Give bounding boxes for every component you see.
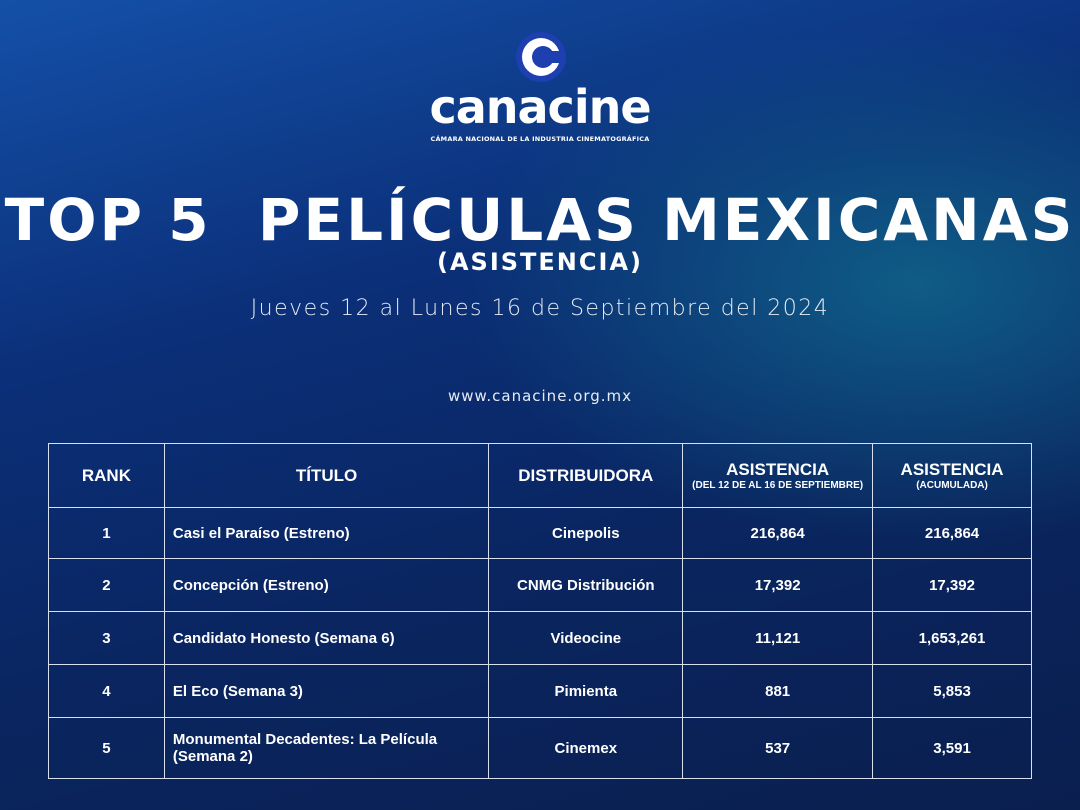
- header-label: TÍTULO: [295, 465, 358, 485]
- column-header: ASISTENCIA (ACUMULADA): [872, 443, 1032, 508]
- table-row: 1 Casi el Paraíso (Estreno) Cinepolis 216,8…: [48, 507, 1032, 559]
- cell: Monumental Decadentes: La Película (Sema…: [163, 717, 490, 779]
- cell: 4: [48, 664, 165, 718]
- cell: 1,653,261: [872, 611, 1032, 665]
- cell: 5,853: [872, 664, 1032, 718]
- table-row: 3 Candidato Honesto (Semana 6) Videocine 11…: [48, 611, 1032, 665]
- logo-text: canacine: [429, 80, 651, 134]
- cell: El Eco (Semana 3): [163, 664, 490, 718]
- cell: 3,591: [872, 717, 1032, 779]
- date: Jueves 12 al Lunes 16 de Septiembre del …: [250, 296, 830, 321]
- cell: 216,864: [872, 507, 1032, 559]
- logo-icon: [516, 32, 566, 82]
- ranking-table: RANK TÍTULO DISTRIBUIDORA ASISTENCIA (DEL 12…: [48, 443, 1032, 779]
- cell: 537: [682, 717, 874, 779]
- cell: 216,864: [682, 507, 874, 559]
- cell: Cinepolis: [488, 507, 684, 559]
- header-label: DISTRIBUIDORA: [518, 465, 654, 485]
- cell: Cinemex: [488, 717, 684, 779]
- header-label: RANK: [81, 465, 131, 485]
- cell: Pimienta: [488, 664, 684, 718]
- cell: CNMG Distribución: [488, 558, 684, 612]
- cell: 881: [682, 664, 874, 718]
- cell: Videocine: [488, 611, 684, 665]
- table-row: 4 El Eco (Semana 3) Pimienta 881 5,853: [48, 664, 1032, 718]
- cell: Candidato Honesto (Semana 6): [163, 611, 490, 665]
- column-header: TÍTULO: [163, 443, 490, 508]
- table-row: 2 Concepción (Estreno) CNMG Distribución 17…: [48, 558, 1032, 612]
- cell: 1: [48, 507, 165, 559]
- column-header: DISTRIBUIDORA: [488, 443, 684, 508]
- header-sub: (ACUMULADA): [916, 480, 988, 491]
- column-header: RANK: [48, 443, 165, 508]
- title: TOP 5 PELÍCULAS MEXICANAS: [4, 186, 1076, 254]
- cell: 3: [48, 611, 165, 665]
- cell: 17,392: [872, 558, 1032, 612]
- cell: 11,121: [682, 611, 874, 665]
- subtitle: (ASISTENCIA): [437, 248, 643, 276]
- tagline: CÁMARA NACIONAL DE LA INDUSTRIA CINEMATO…: [430, 135, 650, 143]
- cell: Casi el Paraíso (Estreno): [163, 507, 490, 559]
- header-label: ASISTENCIA: [726, 460, 830, 479]
- cell: 5: [48, 717, 165, 779]
- column-header: ASISTENCIA (DEL 12 DE AL 16 DE SEPTIEMBRE…: [682, 443, 874, 508]
- url: www.canacine.org.mx: [447, 387, 633, 405]
- cell: Concepción (Estreno): [163, 558, 490, 612]
- header-label: ASISTENCIA: [900, 460, 1004, 479]
- header-row: RANK TÍTULO DISTRIBUIDORA ASISTENCIA (DEL 12…: [48, 443, 1032, 508]
- cell: 2: [48, 558, 165, 612]
- table-row: 5 Monumental Decadentes: La Película (Sem…: [48, 717, 1032, 779]
- cell: 17,392: [682, 558, 874, 612]
- header-sub: (DEL 12 DE AL 16 DE SEPTIEMBRE): [692, 480, 864, 491]
